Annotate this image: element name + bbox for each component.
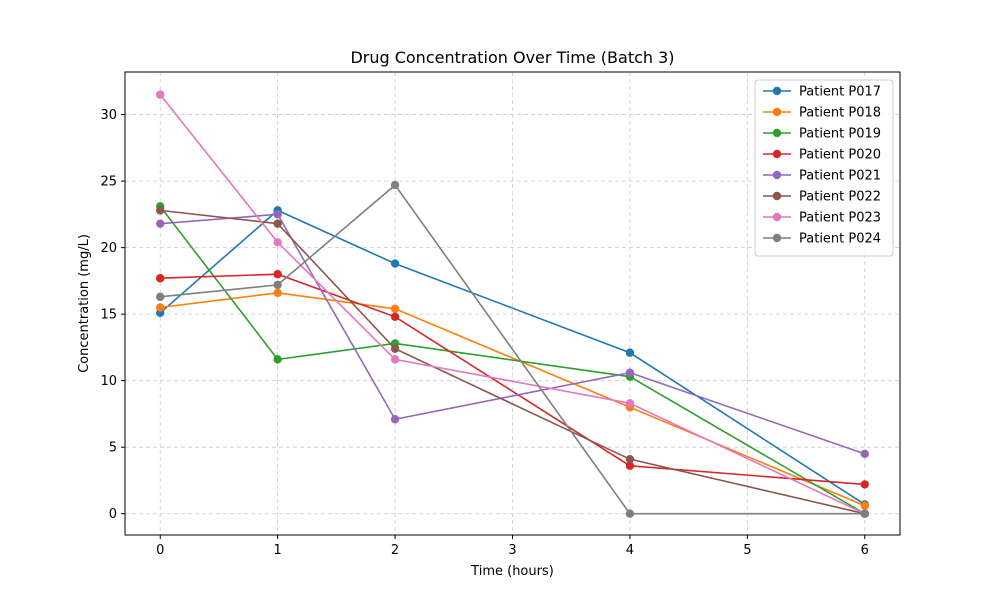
legend-swatch-marker [772, 107, 782, 117]
data-point [273, 280, 282, 290]
data-point [860, 449, 869, 459]
legend-swatch-marker [772, 86, 782, 96]
series-patient-p024 [156, 180, 869, 518]
data-point [625, 348, 635, 357]
legend-label: Patient P021 [799, 169, 881, 184]
data-point [390, 312, 400, 322]
data-point [390, 304, 400, 314]
x-tick-label: 0 [156, 543, 164, 558]
legend-item: Patient P022 [763, 190, 881, 205]
y-tick-label: 20 [100, 241, 117, 256]
x-tick-label: 2 [391, 543, 399, 558]
legend-item: Patient P020 [763, 148, 881, 163]
legend-label: Patient P022 [799, 190, 881, 205]
legend-label: Patient P020 [799, 148, 881, 163]
x-tick-label: 5 [743, 543, 751, 558]
data-point [156, 274, 165, 283]
legend-swatch-marker [772, 170, 782, 180]
legend-swatch-marker [772, 149, 782, 159]
x-tick-label: 3 [508, 543, 516, 558]
data-point [625, 509, 635, 518]
data-point [156, 219, 165, 228]
data-point [860, 509, 869, 518]
data-point [390, 344, 400, 353]
x-tick-label: 4 [626, 543, 634, 558]
data-point [273, 355, 282, 364]
data-point [156, 90, 165, 99]
legend-label: Patient P023 [799, 211, 881, 226]
legend-box [754, 79, 894, 257]
legend-swatch-marker [772, 191, 782, 201]
data-point [390, 180, 400, 190]
x-axis-label: Time (hours) [470, 564, 554, 579]
series-patient-p022 [156, 206, 869, 518]
data-point [273, 288, 282, 298]
y-tick-label: 10 [100, 374, 117, 389]
data-point [625, 454, 635, 464]
legend-swatch-marker [772, 212, 782, 222]
series-patient-p021 [156, 210, 869, 459]
ticks-layer: 0 1 2 3 4 5 6 0 5 10 15 20 25 30 [100, 108, 868, 558]
x-tick-label: 1 [274, 543, 282, 558]
legend: Patient P017 Patient P018 Patient P019 Pati… [754, 79, 894, 257]
x-tick-label: 6 [861, 543, 869, 558]
legend-item: Patient P021 [763, 169, 881, 184]
legend-label: Patient P019 [799, 127, 881, 142]
legend-item: Patient P023 [763, 211, 881, 226]
data-point [625, 368, 635, 377]
data-point [860, 501, 869, 510]
data-point [156, 303, 165, 312]
legend-label: Patient P024 [799, 232, 881, 247]
legend-label: Patient P018 [799, 106, 881, 121]
data-point [156, 206, 165, 215]
y-tick-label: 25 [100, 175, 117, 190]
data-point [625, 461, 635, 471]
legend-swatch-marker [772, 128, 782, 138]
y-tick-label: 5 [109, 441, 117, 456]
legend-item: Patient P024 [763, 232, 881, 247]
series-layer [156, 90, 869, 518]
data-point [156, 292, 165, 302]
data-point [625, 399, 635, 408]
y-tick-label: 15 [100, 308, 117, 323]
series-patient-p020 [156, 270, 869, 489]
data-point [273, 210, 282, 219]
chart-title: Drug Concentration Over Time (Batch 3) [350, 48, 674, 67]
legend-item: Patient P019 [763, 127, 881, 142]
data-point [390, 355, 400, 364]
legend-label: Patient P017 [799, 85, 881, 100]
legend-item: Patient P018 [763, 106, 881, 121]
data-point [860, 480, 869, 489]
data-point [273, 270, 282, 279]
y-axis-label: Concentration (mg/L) [77, 234, 92, 373]
data-point [273, 219, 282, 228]
y-tick-label: 30 [100, 108, 117, 123]
data-point [390, 415, 400, 424]
y-tick-label: 0 [109, 507, 117, 522]
data-point [273, 238, 282, 247]
legend-item: Patient P017 [763, 85, 881, 100]
legend-swatch-marker [772, 233, 782, 243]
data-point [390, 259, 400, 268]
